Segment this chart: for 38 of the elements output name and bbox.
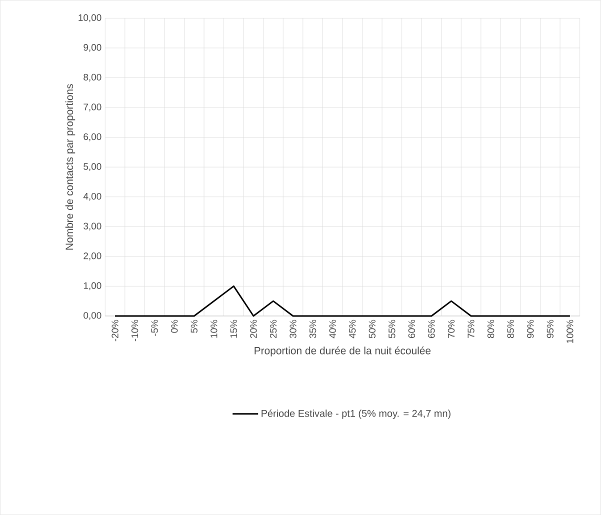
x-axis-title: Proportion de durée de la nuit écoulée [254,346,431,356]
x-tick-label: 15% [230,320,238,338]
x-tick-label: 50% [368,320,376,338]
y-tick-label: 4,00 [83,192,102,201]
x-tick-label: 10% [210,320,218,338]
y-tick-label: 10,00 [78,14,102,22]
y-tick-label: 9,00 [84,44,102,52]
x-tick-label: 75% [468,320,474,338]
x-tick-label: -10% [131,320,138,342]
x-tick-label: 20% [250,320,257,338]
x-tick-label: 35% [309,320,316,338]
x-tick-label: 95% [546,320,554,338]
x-tick-label: 85% [507,320,514,338]
x-tick-label: -5% [151,320,158,336]
x-tick-label: 5% [190,320,198,333]
y-tick-label: 5,00 [84,163,102,171]
y-tick-label: 3,00 [84,222,102,231]
x-tick-label: -20% [112,320,118,342]
y-tick-label: 7,00 [84,104,102,112]
y-tick-label: 8,00 [84,74,102,82]
y-tick-label: 1,00 [84,282,102,290]
x-tick-label: 65% [428,320,435,338]
x-tick-label: 70% [448,320,455,338]
y-tick-label: 0,00 [84,312,102,320]
x-tick-label: 30% [290,320,296,338]
x-tick-label: 80% [487,320,494,338]
x-tick-label: 60% [408,320,416,338]
x-tick-label: 55% [388,320,396,338]
x-tick-label: 25% [270,320,277,338]
x-tick-label: 0% [171,320,178,333]
y-tick-label: 2,00 [84,252,102,260]
y-axis-title: Nombre de contacts par proportions [65,84,76,250]
x-tick-label: 40% [329,320,336,338]
x-tick-label: 90% [527,320,534,338]
y-tick-label: 6,00 [84,133,102,142]
x-tick-label: 45% [349,320,356,338]
x-tick-label: 100% [566,320,574,343]
legend-label: Période Estivale - pt1 (5% moy. = 24,7 mn) [262,409,450,419]
